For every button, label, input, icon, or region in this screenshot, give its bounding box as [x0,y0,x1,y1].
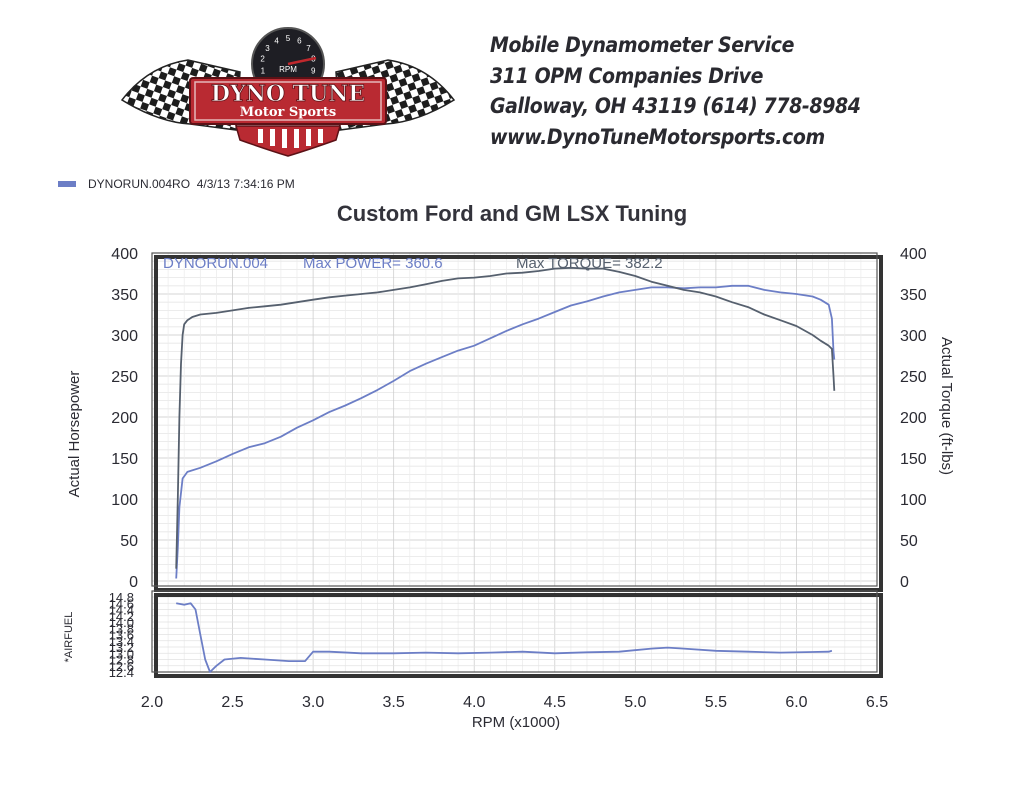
y-tick-left-350: 350 [111,287,138,304]
y-tick-right-400: 400 [900,246,927,263]
y-tick-left-0: 0 [129,574,138,591]
y-tick-right-50: 50 [900,533,918,550]
y-axis-label-left: Actual Horsepower [66,371,83,498]
legend-swatch [58,181,76,187]
company-line-website: www.DynoTuneMotorsports.com [490,124,825,149]
chart-legend: DYNORUN.004RO 4/3/13 7:34:16 PM [58,177,295,191]
afr-tick-13.0: 13.0 [109,646,134,661]
y-tick-left-300: 300 [111,328,138,345]
company-line-service: Mobile Dynamometer Service [490,33,795,57]
main-panel-shadow [154,255,883,592]
afr-tick-13.8: 13.8 [109,621,134,636]
afr-tick-14.6: 14.6 [109,596,134,611]
x-tick-3.5: 3.5 [383,694,405,711]
y-tick-left-50: 50 [120,533,138,550]
y-tick-right-100: 100 [900,492,927,509]
y-tick-right-200: 200 [900,410,927,427]
y-tick-left-150: 150 [111,451,138,468]
y-axis-label-right: Actual Torque (ft-lbs) [938,337,955,475]
x-tick-5.0: 5.0 [624,694,646,711]
dyno-tune-logo: 012345678910 RPM DYNO TUNE Motor Sports [120,27,456,157]
afr-tick-12.6: 12.6 [109,659,134,674]
company-line-street: 311 OPM Companies Drive [490,63,764,88]
gauge-number-4: 4 [274,37,279,46]
x-tick-6.5: 6.5 [866,694,888,711]
annotation-run: DYNORUN.004 [163,255,268,272]
x-tick-6.0: 6.0 [785,694,807,711]
gauge-number-6: 6 [297,37,302,46]
gauge-number-5: 5 [286,34,291,43]
y-tick-right-300: 300 [900,328,927,345]
main-panel-frame [151,252,878,587]
x-tick-4.5: 4.5 [544,694,566,711]
gauge-number-3: 3 [265,44,270,53]
afr-tick-13.2: 13.2 [109,640,134,655]
y-tick-left-400: 400 [111,246,138,263]
y-tick-left-250: 250 [111,369,138,386]
afr-panel-frame [151,590,878,673]
y-tick-right-0: 0 [900,574,909,591]
afr-tick-13.6: 13.6 [109,628,134,643]
logo-brand-line2: Motor Sports [240,105,336,120]
company-line-city-phone: Galloway, OH 43119 (614) 778-8984 [490,94,861,118]
y-tick-left-100: 100 [111,492,138,509]
main-series-line-1 [175,266,836,569]
x-tick-2.5: 2.5 [221,694,243,711]
legend-run-name: DYNORUN.004RO [88,177,191,191]
x-tick-2.0: 2.0 [141,694,163,711]
logo-brand-line1: DYNO TUNE [211,81,365,107]
gauge-number-7: 7 [306,44,311,53]
main-series-line-0 [175,284,836,579]
afr-tick-13.4: 13.4 [109,634,134,649]
y-tick-right-250: 250 [900,369,927,386]
gauge-rpm-label: RPM [279,65,297,74]
afr-tick-12.4: 12.4 [109,665,134,680]
gauge-number-2: 2 [260,55,265,64]
gauge-number-1: 1 [261,66,266,75]
chart-title: Custom Ford and GM LSX Tuning [336,201,688,226]
y-tick-right-150: 150 [900,451,927,468]
x-tick-3.0: 3.0 [302,694,324,711]
afr-tick-12.8: 12.8 [109,653,134,668]
afr-tick-14.4: 14.4 [109,603,134,618]
annotation-max-torque: Max TORQUE= 382.2 [516,255,663,272]
afr-tick-14.2: 14.2 [109,609,134,624]
afr-panel-shadow [154,593,883,678]
legend-run-date: 4/3/13 7:34:16 PM [196,177,295,191]
annotation-max-power: Max POWER= 360.6 [303,255,443,272]
company-info: Mobile Dynamometer Service 311 OPM Compa… [490,30,958,152]
afr-axis-label: *AIRFUEL [63,612,75,663]
x-tick-5.5: 5.5 [705,694,727,711]
afr-tick-14.0: 14.0 [109,615,134,630]
x-axis-label: RPM (x1000) [472,714,560,731]
y-tick-left-200: 200 [111,410,138,427]
afr-tick-14.8: 14.8 [109,590,134,605]
y-tick-right-350: 350 [900,287,927,304]
afr-series-line-0 [176,602,833,673]
gauge-number-9: 9 [311,66,316,75]
x-tick-4.0: 4.0 [463,694,485,711]
